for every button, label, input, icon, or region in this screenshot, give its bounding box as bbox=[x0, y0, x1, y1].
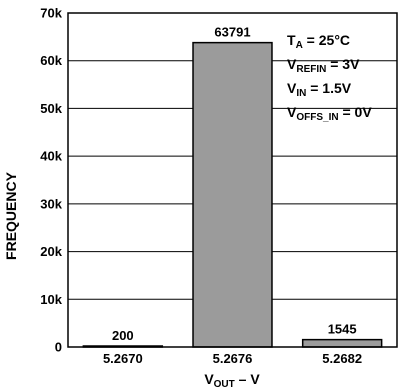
bar bbox=[301, 338, 383, 348]
x-axis-label-rest: – V bbox=[235, 371, 261, 387]
x-axis-label-sub: OUT bbox=[214, 379, 235, 390]
plot-frame bbox=[67, 12, 398, 348]
x-tick-label: 5.2682 bbox=[322, 351, 362, 366]
x-tick-labels: 5.2670 5.2676 5.2682 bbox=[103, 351, 362, 366]
annotation-line-voffs: VOFFS_IN = 0V bbox=[287, 104, 372, 123]
y-tick-label: 30k bbox=[40, 196, 62, 211]
bar bbox=[192, 41, 273, 348]
y-tick-label: 50k bbox=[40, 101, 62, 116]
y-tick-label: 20k bbox=[40, 244, 62, 259]
annotation-vrefin-main: V bbox=[287, 56, 297, 72]
annotation-vin-rest: = 1.5V bbox=[306, 80, 351, 96]
y-tick-label: 60k bbox=[40, 53, 62, 68]
y-tick-label: 0 bbox=[55, 340, 62, 355]
annotation-vrefin-rest: = 3V bbox=[326, 56, 360, 72]
annotation-vin-main: V bbox=[287, 80, 297, 96]
plot-border bbox=[67, 12, 398, 348]
bar-data-label: 1545 bbox=[328, 322, 357, 337]
annotation-line-ta: TA = 25°C bbox=[287, 32, 350, 51]
y-tick-labels: 0 10k 20k 30k 40k 50k 60k 70k bbox=[40, 6, 62, 355]
annotation-ta-rest: = 25°C bbox=[303, 32, 350, 48]
conditions-annotation: TA = 25°C VREFIN = 3V VIN = 1.5V VOFFS_I… bbox=[287, 32, 372, 123]
bar-data-label: 200 bbox=[112, 328, 134, 343]
y-tick-label: 10k bbox=[40, 292, 62, 307]
y-tick-label: 40k bbox=[40, 149, 62, 164]
annotation-ta-sub: A bbox=[296, 40, 303, 51]
bar-data-label: 63791 bbox=[214, 25, 250, 40]
x-axis-label: VOUT – V bbox=[204, 371, 260, 390]
annotation-vin-sub: IN bbox=[296, 88, 306, 99]
annotation-ta-main: T bbox=[287, 32, 296, 48]
x-axis-label-main: V bbox=[204, 371, 214, 387]
bars bbox=[82, 41, 383, 348]
y-axis-label: FREQUENCY bbox=[3, 171, 19, 260]
annotation-voffs-sub: OFFS_IN bbox=[296, 112, 338, 123]
annotation-line-vrefin: VREFIN = 3V bbox=[287, 56, 360, 75]
x-tick-label: 5.2676 bbox=[213, 351, 253, 366]
data-labels: 200 63791 1545 bbox=[112, 25, 357, 343]
annotation-line-vin: VIN = 1.5V bbox=[287, 80, 352, 99]
annotation-vrefin-sub: REFIN bbox=[296, 64, 326, 75]
x-tick-label: 5.2670 bbox=[103, 351, 143, 366]
annotation-voffs-rest: = 0V bbox=[339, 104, 373, 120]
annotation-voffs-main: V bbox=[287, 104, 297, 120]
y-tick-label: 70k bbox=[40, 6, 62, 21]
